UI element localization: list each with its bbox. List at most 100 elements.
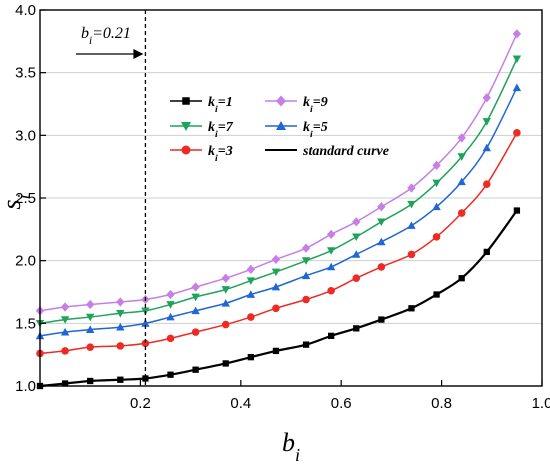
series-0-point-7 <box>222 360 229 367</box>
series-0-point-6 <box>192 366 199 373</box>
legend-label-1: ki=9 <box>303 95 328 115</box>
series-4-point-17 <box>482 93 491 103</box>
series-3-point-6 <box>191 293 200 302</box>
series-3-point-18 <box>512 55 522 64</box>
series-0-point-13 <box>378 316 385 323</box>
legend-entry-5: standard curve <box>265 144 389 159</box>
y-tick-label-4: 3.0 <box>15 127 36 144</box>
series-2-point-5 <box>166 312 175 321</box>
ticks: 0.2 0.4 0.6 0.8 1.0 1.0 1.5 2.0 2.5 3.0 3.5 4.0 <box>15 2 550 412</box>
series-2-point-7 <box>221 299 230 307</box>
series-2-point-18 <box>512 83 522 92</box>
series-1-point-15 <box>432 233 441 241</box>
series-4-point-12 <box>352 217 361 227</box>
legend-label-5: standard curve <box>302 144 389 159</box>
series-1-point-11 <box>327 286 335 295</box>
series-4-point-10 <box>301 243 311 253</box>
series-0-point-3 <box>117 376 124 383</box>
series-3-point-3 <box>116 309 125 318</box>
series-4-point-9 <box>271 254 281 265</box>
legend-label-2: ki=7 <box>208 120 234 140</box>
series-1-point-12 <box>352 274 361 282</box>
series-4-point-15 <box>432 160 441 171</box>
series-3-point-8 <box>246 277 256 285</box>
series-0-point-11 <box>328 332 335 340</box>
legend-label-0: ki=1 <box>208 95 233 115</box>
legend-entry-0: ki=1 <box>170 95 233 115</box>
series-3-point-13 <box>377 218 386 227</box>
annotation-label: bi=0.21 <box>81 25 131 47</box>
x-tick-label-4: 1.0 <box>532 395 550 412</box>
series-4-point-7 <box>221 273 230 283</box>
series-2-point-8 <box>246 290 256 298</box>
series-2-point-10 <box>301 271 311 280</box>
series-3-point-16 <box>457 153 466 161</box>
series-3-point-10 <box>301 257 311 265</box>
series-1-point-9 <box>272 304 280 313</box>
series-0-point-17 <box>483 248 490 256</box>
series-4-point-8 <box>246 264 256 275</box>
series-layer <box>35 29 522 390</box>
series-1-point-16 <box>457 209 466 217</box>
legend: ki=1 ki=9 ki=7 ki=5 ki=3 standard curve <box>170 95 389 164</box>
series-2-point-16 <box>457 177 466 186</box>
y-tick-label-0: 1.0 <box>15 378 36 395</box>
series-4-point-13 <box>377 202 386 212</box>
series-1-point-3 <box>116 342 125 350</box>
legend-entry-2: ki=7 <box>170 120 234 140</box>
series-4-point-5 <box>166 289 175 300</box>
y-tick-label-2: 2.0 <box>15 253 36 270</box>
legend-marker-2 <box>181 122 191 131</box>
y-tick-label-1: 1.5 <box>15 315 36 332</box>
series-0-point-15 <box>433 291 440 298</box>
series-0-point-14 <box>408 305 415 312</box>
series-3-point-14 <box>407 200 416 209</box>
series-1-point-2 <box>86 343 94 351</box>
legend-label-4: ki=3 <box>208 144 233 164</box>
series-0-point-16 <box>458 275 465 282</box>
series-3-point-1 <box>60 316 70 324</box>
x-tick-label-2: 0.6 <box>331 395 352 412</box>
y-tick-label-5: 3.5 <box>15 65 36 82</box>
series-4-point-3 <box>116 297 125 307</box>
y-axis-title: si <box>0 194 34 209</box>
series-0-point-4 <box>142 375 149 382</box>
series-2 <box>35 83 522 340</box>
legend-label-3: ki=5 <box>303 120 328 140</box>
series-3-point-12 <box>352 233 361 242</box>
series-2-point-13 <box>377 237 386 246</box>
series-4-point-11 <box>326 229 336 239</box>
series-0-point-2 <box>87 377 94 385</box>
series-0-point-10 <box>302 341 310 348</box>
legend-entry-4: ki=3 <box>170 144 233 164</box>
annotation-arrow-head <box>133 49 144 59</box>
series-1-point-14 <box>407 250 416 259</box>
series-4 <box>35 29 522 316</box>
series-0-point-12 <box>353 325 360 332</box>
series-4-point-2 <box>86 299 95 310</box>
series-3-point-11 <box>326 247 336 255</box>
series-2-point-12 <box>352 250 361 258</box>
series-1-point-10 <box>302 295 310 304</box>
y-tick-label-3: 2.5 <box>15 190 36 207</box>
legend-entry-1: ki=9 <box>265 95 328 115</box>
series-1-point-5 <box>166 334 175 343</box>
series-0-point-9 <box>272 347 280 355</box>
series-0-point-8 <box>247 354 254 361</box>
series-3-point-2 <box>86 313 95 322</box>
series-2-point-11 <box>326 262 336 271</box>
series-2-point-4 <box>141 319 150 327</box>
legend-marker-4 <box>181 145 191 155</box>
legend-entry-3: ki=5 <box>265 120 328 140</box>
series-4-point-1 <box>60 302 70 312</box>
series-4-point-14 <box>407 183 416 193</box>
series-1-point-18 <box>513 129 521 137</box>
series-0-point-18 <box>513 207 521 214</box>
series-1-point-8 <box>247 313 255 321</box>
series-2-point-14 <box>407 221 416 229</box>
series-2-point-2 <box>86 325 95 333</box>
series-2-point-3 <box>116 322 125 331</box>
axis-titles: bi si <box>0 194 300 465</box>
